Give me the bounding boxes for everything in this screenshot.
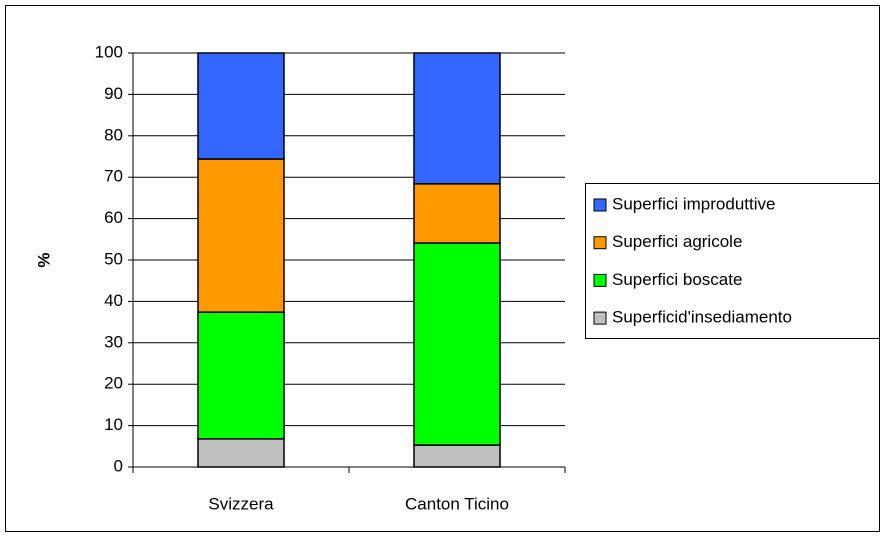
x-tick-label: Svizzera <box>208 494 274 513</box>
y-tick-label: 50 <box>104 249 123 268</box>
y-tick-label: 90 <box>104 84 123 103</box>
legend-label: Superfici agricole <box>612 232 742 251</box>
bar-segment <box>197 52 285 160</box>
bar-segment <box>413 52 501 185</box>
y-tick-label: 30 <box>104 332 123 351</box>
legend-swatch <box>593 236 607 250</box>
y-tick-label: 60 <box>104 208 123 227</box>
legend-label: Superfici boscate <box>612 270 742 289</box>
y-tick-label: 10 <box>104 415 123 434</box>
y-tick-label: 70 <box>104 167 123 186</box>
bar-segment <box>197 158 285 313</box>
legend-swatch <box>593 198 607 212</box>
bar-segment <box>413 183 501 244</box>
bar-segment <box>197 438 285 468</box>
y-tick-label: 40 <box>104 291 123 310</box>
legend-swatch <box>593 273 607 287</box>
bar-segment <box>413 444 501 468</box>
y-tick-label: 20 <box>104 374 123 393</box>
bar-segment <box>413 242 501 446</box>
x-tick-label: Canton Ticino <box>405 494 509 513</box>
legend-swatch <box>593 311 607 325</box>
legend-label: Superfici improduttive <box>612 194 775 213</box>
y-tick-label: 0 <box>114 456 123 475</box>
bar-segment <box>197 311 285 440</box>
legend-box <box>585 183 880 339</box>
y-tick-label: 100 <box>95 42 123 61</box>
y-tick-label: 80 <box>104 125 123 144</box>
y-axis-label: % <box>34 252 53 267</box>
legend-label: Superficid'insediamento <box>612 308 792 327</box>
